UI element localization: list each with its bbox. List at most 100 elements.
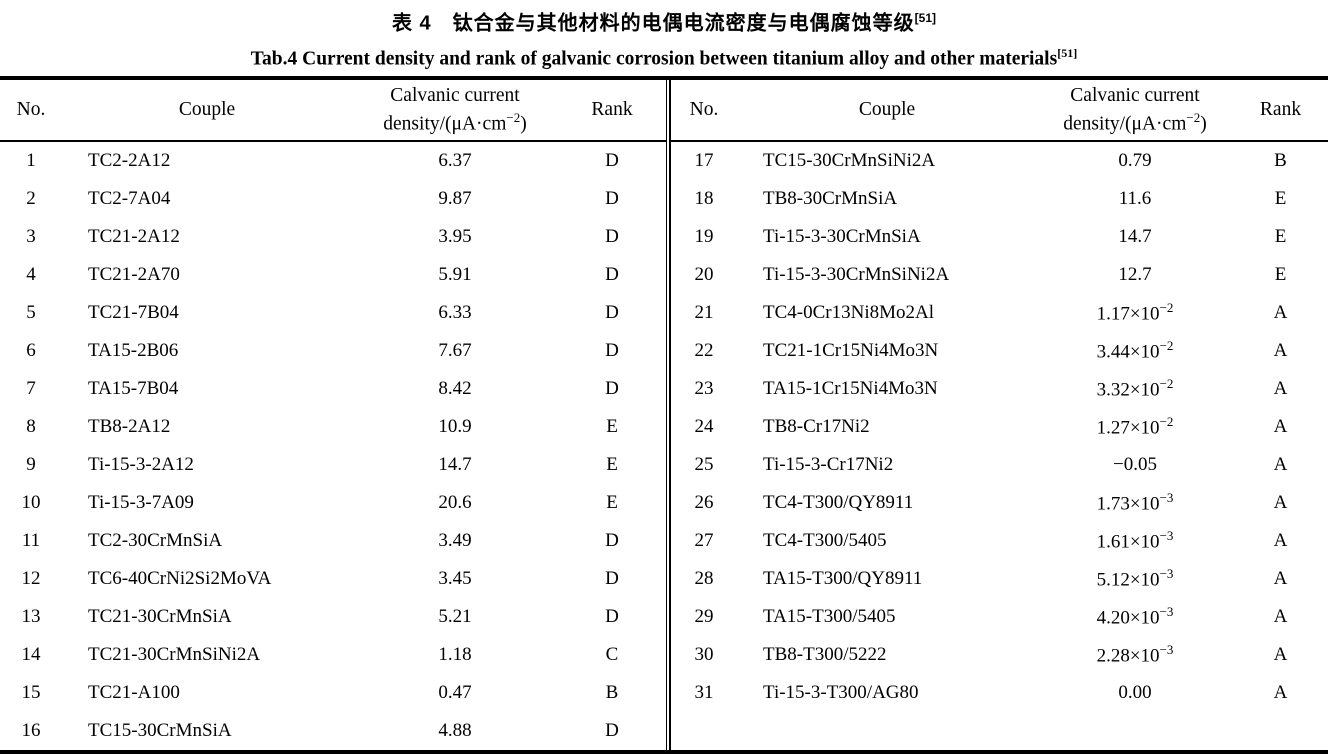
couple-name: TA15-T300/5405 — [763, 606, 896, 628]
col-header-rank: Rank — [1259, 99, 1302, 121]
couple-name: TC21-30CrMnSiNi2A — [88, 644, 261, 666]
row-number: 17 — [694, 150, 714, 172]
rank-grade: D — [605, 264, 619, 286]
rank-grade: A — [1273, 568, 1288, 590]
couple-name: TC4-T300/5405 — [763, 530, 887, 552]
row-number: 27 — [694, 530, 714, 552]
row-number: 10 — [21, 492, 41, 514]
row-number: 6 — [26, 340, 36, 362]
table-row: 15 TC21-A100 0.47 B — [0, 674, 666, 712]
rank-grade: E — [1274, 226, 1287, 248]
rank-grade: A — [1273, 378, 1288, 400]
density-header-line2: density/(μA·cm−2) — [1037, 107, 1233, 136]
density-unit-pre: density/(μA·cm — [383, 113, 507, 135]
current-density-value: 1.27×10−2 — [1096, 414, 1174, 439]
row-number: 4 — [26, 264, 36, 286]
rank-grade: D — [605, 302, 619, 324]
rank-grade: D — [605, 568, 619, 590]
couple-name: TC15-30CrMnSiNi2A — [763, 150, 936, 172]
rank-grade: D — [605, 340, 619, 362]
rank-grade: E — [606, 416, 618, 438]
table-row: 17 TC15-30CrMnSiNi2A 0.79 B — [671, 142, 1328, 180]
current-density-value: 9.87 — [438, 188, 472, 210]
row-number: 11 — [21, 530, 41, 552]
current-density-value: 0.79 — [1118, 150, 1152, 172]
citation-ref-en: [51] — [1057, 45, 1078, 60]
density-unit-exponent: −2 — [506, 109, 521, 125]
current-density-value: 1.73×10−3 — [1096, 490, 1174, 515]
table-row: 16 TC15-30CrMnSiA 4.88 D — [0, 712, 666, 750]
col-header-density: Calvanic current density/(μA·cm−2) — [1037, 85, 1233, 136]
rank-grade: A — [1273, 682, 1288, 704]
row-number: 5 — [26, 302, 36, 324]
table-row: 2 TC2-7A04 9.87 D — [0, 180, 666, 218]
rank-grade: E — [1274, 264, 1287, 286]
table-title-zh: 表 4 钛合金与其他材料的电偶电流密度与电偶腐蚀等级[51] — [0, 0, 1328, 38]
table-row: 23 TA15-1Cr15Ni4Mo3N 3.32×10−2 A — [671, 370, 1328, 408]
table-right-half: No. Couple Calvanic current density/(μA·… — [671, 80, 1328, 750]
couple-name: TC21-30CrMnSiA — [88, 606, 232, 628]
citation-ref-zh: [51] — [914, 11, 937, 25]
col-header-no: No. — [16, 99, 46, 121]
row-number: 13 — [21, 606, 41, 628]
density-header-line1: Calvanic current — [390, 84, 520, 106]
table-title-zh-text: 表 4 钛合金与其他材料的电偶电流密度与电偶腐蚀等级 — [391, 12, 915, 35]
density-header-line1: Calvanic current — [1070, 84, 1200, 106]
density-unit-post: ) — [520, 113, 527, 135]
rank-grade: A — [1273, 644, 1288, 666]
current-density-value: 14.7 — [1118, 226, 1152, 248]
density-exponent: −2 — [1159, 376, 1174, 392]
rank-grade: E — [606, 492, 618, 514]
rank-grade: D — [605, 188, 619, 210]
table-row: 12 TC6-40CrNi2Si2MoVA 3.45 D — [0, 560, 666, 598]
density-exponent: −3 — [1159, 642, 1174, 658]
row-number: 12 — [21, 568, 41, 590]
density-exponent: −2 — [1159, 338, 1174, 354]
current-density-value: 8.42 — [438, 378, 472, 400]
table-row: 14 TC21-30CrMnSiNi2A 1.18 C — [0, 636, 666, 674]
table-row: 19 Ti-15-3-30CrMnSiA 14.7 E — [671, 218, 1328, 256]
row-number: 20 — [694, 264, 714, 286]
row-number: 29 — [694, 606, 714, 628]
rank-grade: B — [1274, 150, 1287, 172]
rank-grade: A — [1273, 530, 1288, 552]
density-exponent: −3 — [1159, 604, 1174, 620]
table-row: 10 Ti-15-3-7A09 20.6 E — [0, 484, 666, 522]
table-row: 11 TC2-30CrMnSiA 3.49 D — [0, 522, 666, 560]
table-row: 1 TC2-2A12 6.37 D — [0, 142, 666, 180]
col-header-density: Calvanic current density/(μA·cm−2) — [352, 85, 558, 136]
col-header-couple: Couple — [858, 99, 916, 121]
table-row: 9 Ti-15-3-2A12 14.7 E — [0, 446, 666, 484]
couple-name: TC2-2A12 — [88, 150, 171, 172]
col-header-no: No. — [689, 99, 719, 121]
current-density-value: 5.21 — [438, 606, 472, 628]
row-number: 15 — [21, 682, 41, 704]
table-row: 27 TC4-T300/5405 1.61×10−3 A — [671, 522, 1328, 560]
row-number: 21 — [694, 302, 714, 324]
row-number: 26 — [694, 492, 714, 514]
current-density-value: 14.7 — [438, 454, 472, 476]
current-density-value: 3.45 — [438, 568, 472, 590]
table-row: 22 TC21-1Cr15Ni4Mo3N 3.44×10−2 A — [671, 332, 1328, 370]
rank-grade: D — [605, 226, 619, 248]
density-exponent: −3 — [1159, 566, 1174, 582]
row-number: 23 — [694, 378, 714, 400]
density-exponent: −2 — [1159, 300, 1174, 316]
table-row: 8 TB8-2A12 10.9 E — [0, 408, 666, 446]
table-row: 24 TB8-Cr17Ni2 1.27×10−2 A — [671, 408, 1328, 446]
table-title-en: Tab.4 Current density and rank of galvan… — [0, 38, 1328, 75]
table-row — [671, 712, 1328, 750]
current-density-value: 10.9 — [438, 416, 472, 438]
rank-grade: A — [1273, 492, 1288, 514]
current-density-value: −0.05 — [1113, 454, 1157, 476]
table-row: 6 TA15-2B06 7.67 D — [0, 332, 666, 370]
table-row: 4 TC21-2A70 5.91 D — [0, 256, 666, 294]
couple-name: TA15-7B04 — [88, 378, 179, 400]
row-number: 25 — [694, 454, 714, 476]
couple-name: Ti-15-3-30CrMnSiNi2A — [763, 264, 950, 286]
table-row: 5 TC21-7B04 6.33 D — [0, 294, 666, 332]
current-density-value: 3.44×10−2 — [1096, 338, 1174, 363]
table-middle-divider — [666, 80, 671, 751]
current-density-value: 5.91 — [438, 264, 472, 286]
table-row: 29 TA15-T300/5405 4.20×10−3 A — [671, 598, 1328, 636]
